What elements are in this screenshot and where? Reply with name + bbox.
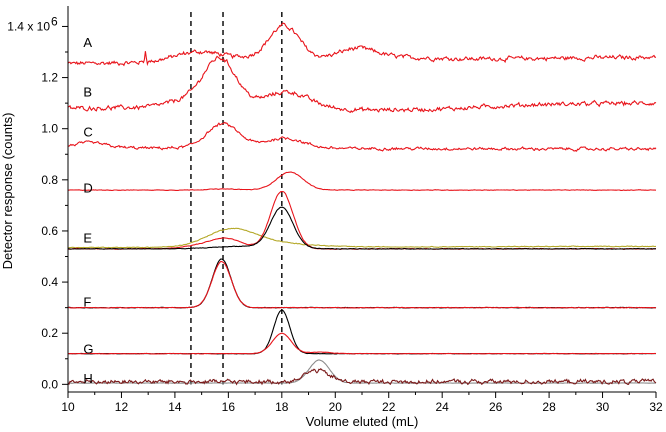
- y-tick-label: 0.0: [41, 377, 58, 391]
- trace-label-C: C: [83, 124, 92, 139]
- trace-G-red: [67, 332, 657, 355]
- trace-H-dark_red: [67, 368, 657, 386]
- x-tick-label: 28: [542, 400, 556, 414]
- y-tick-label: 0.4: [41, 275, 58, 289]
- reference-lines: [190, 12, 283, 385]
- trace-label-G: G: [83, 342, 93, 357]
- y-axis-title: Detector response (counts): [0, 113, 15, 270]
- trace-label-D: D: [83, 180, 92, 195]
- x-tick-label: 18: [275, 400, 289, 414]
- x-tick-label: 14: [168, 400, 182, 414]
- y-exponent: 6: [51, 14, 58, 28]
- y-tick-label: 0.6: [41, 224, 58, 238]
- trace-label-H: H: [83, 371, 92, 386]
- trace-labels: A B C D E F GH: [83, 35, 93, 386]
- x-tick-label: 10: [61, 400, 75, 414]
- y-tick-label: 0.8: [41, 173, 58, 187]
- trace-label-A: A: [83, 35, 92, 50]
- trace-G-black: [67, 309, 656, 355]
- trace-E-olive: [67, 227, 656, 249]
- y-tick-label: 0.2: [41, 326, 58, 340]
- y-tick-label: 1.0: [41, 122, 58, 136]
- trace-label-E: E: [83, 230, 92, 245]
- x-axis-title: Volume eluted (mL): [306, 414, 419, 429]
- x-tick-label: 12: [115, 400, 129, 414]
- x-tick-label: 16: [222, 400, 236, 414]
- y-tick-label: 1.4 x 10: [7, 19, 50, 33]
- x-tick-label: 20: [329, 400, 343, 414]
- trace-E-red: [67, 190, 657, 250]
- trace-C-red: [67, 121, 657, 152]
- traces: [67, 22, 657, 386]
- x-tick-label: 24: [436, 400, 450, 414]
- trace-B-red: [67, 55, 657, 114]
- x-tick-label: 30: [596, 400, 610, 414]
- trace-F-red: [67, 260, 657, 309]
- x-tick-label: 22: [382, 400, 396, 414]
- y-tick-label: 1.2: [41, 71, 58, 85]
- trace-A-red: [67, 22, 657, 67]
- trace-D-red: [67, 171, 657, 191]
- trace-label-B: B: [83, 85, 92, 100]
- x-tick-label: 26: [489, 400, 503, 414]
- trace-label-F: F: [83, 294, 91, 309]
- x-tick-label: 32: [649, 400, 663, 414]
- trace-E-black: [67, 206, 656, 250]
- trace-F-black: [67, 258, 657, 309]
- axes: 10 12 14 16 18 20 22 24 26 28 30 32 0.0 0.2 0.4 0.6 0.8 1…: [7, 6, 663, 414]
